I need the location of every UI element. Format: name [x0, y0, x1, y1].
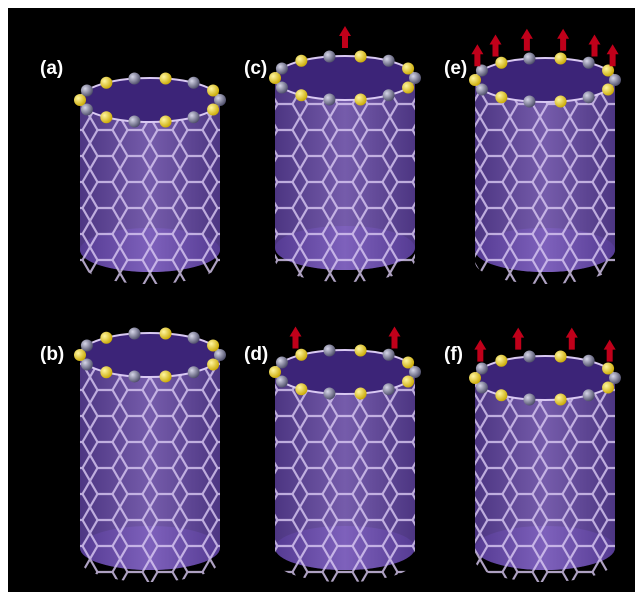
atom [207, 359, 219, 371]
atom [495, 355, 507, 367]
panel-label: (d) [244, 344, 268, 365]
atom [583, 389, 595, 401]
atom [583, 91, 595, 103]
atom [523, 351, 535, 363]
atom [495, 389, 507, 401]
atom [207, 104, 219, 116]
atom [207, 84, 219, 96]
atom [81, 84, 93, 96]
atom [469, 372, 481, 384]
atom [495, 91, 507, 103]
atom [523, 95, 535, 107]
atom [276, 356, 288, 368]
atom [583, 355, 595, 367]
atom [402, 62, 414, 74]
tube-lattice [475, 80, 615, 284]
atom [609, 74, 621, 86]
atom [402, 376, 414, 388]
atom [295, 349, 307, 361]
atom [128, 328, 140, 340]
atom [128, 73, 140, 85]
tube-lattice [80, 100, 220, 284]
atom [100, 332, 112, 344]
atom [207, 339, 219, 351]
atom [214, 94, 226, 106]
atom [100, 111, 112, 123]
panel-label: (f) [444, 344, 463, 365]
atom [81, 104, 93, 116]
atom [295, 55, 307, 67]
atom [523, 393, 535, 405]
atom [160, 73, 172, 85]
panel-label: (a) [40, 58, 63, 79]
tube-lattice [475, 378, 615, 582]
atom [469, 74, 481, 86]
atom [602, 382, 614, 394]
figure: (a) (b) (c) (d) (e) (f) [0, 0, 643, 600]
atom [355, 387, 367, 399]
atom [495, 57, 507, 69]
atom [74, 349, 86, 361]
atom [74, 94, 86, 106]
atom [355, 93, 367, 105]
atom [323, 93, 335, 105]
tube-lattice [275, 78, 415, 282]
atom [276, 376, 288, 388]
atom [523, 53, 535, 65]
atom [81, 339, 93, 351]
atom [409, 72, 421, 84]
atom [355, 51, 367, 63]
atom [476, 362, 488, 374]
atom [383, 349, 395, 361]
atom [81, 359, 93, 371]
tube-lattice [275, 372, 415, 582]
atom [295, 89, 307, 101]
atom [555, 53, 567, 65]
atom [128, 370, 140, 382]
atom [295, 383, 307, 395]
atom [276, 82, 288, 94]
tube-lattice [80, 355, 220, 582]
atom [269, 366, 281, 378]
atom [555, 95, 567, 107]
atom [383, 55, 395, 67]
panel-label: (e) [444, 58, 467, 79]
atom [269, 72, 281, 84]
atom [476, 84, 488, 96]
atom [555, 351, 567, 363]
atom [409, 366, 421, 378]
atom [323, 387, 335, 399]
atom [188, 366, 200, 378]
atom [128, 115, 140, 127]
atom [188, 77, 200, 89]
atom [188, 332, 200, 344]
atom [602, 362, 614, 374]
panel-label: (c) [244, 58, 267, 79]
atom [160, 328, 172, 340]
atom [602, 84, 614, 96]
atom [160, 370, 172, 382]
atom [100, 77, 112, 89]
atom [323, 345, 335, 357]
atom [555, 393, 567, 405]
atom [383, 89, 395, 101]
atom [160, 115, 172, 127]
panel-label: (b) [40, 344, 64, 365]
atom [100, 366, 112, 378]
atom [402, 356, 414, 368]
atom [402, 82, 414, 94]
atom [583, 57, 595, 69]
atom [323, 51, 335, 63]
atom [476, 382, 488, 394]
atom [276, 62, 288, 74]
atom [383, 383, 395, 395]
atom [188, 111, 200, 123]
atom [609, 372, 621, 384]
atom [214, 349, 226, 361]
atom [355, 345, 367, 357]
